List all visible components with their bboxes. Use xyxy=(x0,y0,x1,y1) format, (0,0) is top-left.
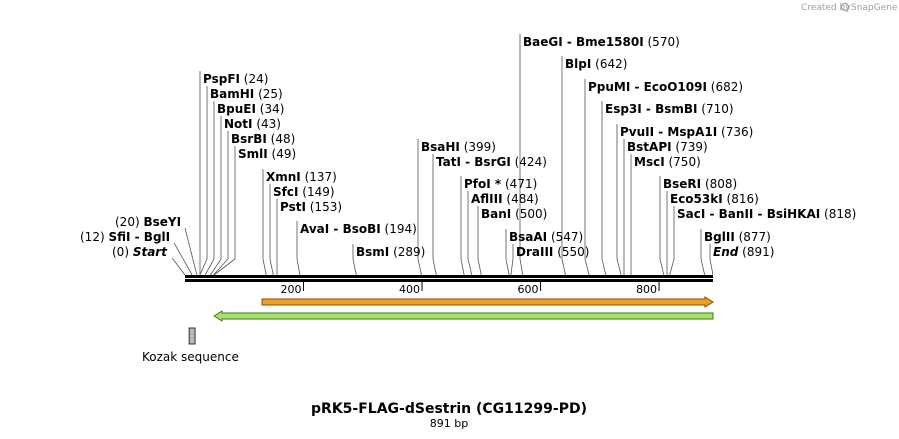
ruler-tick-label: 600 xyxy=(518,283,539,296)
site-label: (12) SfiI - BglI xyxy=(80,230,170,244)
site-label: SmlI (49) xyxy=(238,147,296,161)
site-leader-line xyxy=(584,79,590,276)
site-leader-lines xyxy=(171,34,714,276)
site-label: Esp3I - BsmBI (710) xyxy=(605,102,734,116)
site-leader-line xyxy=(204,101,215,276)
ruler-tick-label: 800 xyxy=(636,283,657,296)
site-leader-line xyxy=(210,116,222,276)
site-leader-line xyxy=(561,56,566,276)
site-leader-line xyxy=(173,242,193,276)
site-leader-line xyxy=(616,124,622,276)
site-label: BpuEI (34) xyxy=(217,102,284,116)
features xyxy=(188,296,714,345)
site-leader-line xyxy=(199,86,208,276)
ruler: 200 400 600 800 xyxy=(281,282,660,296)
ruler-tick-label: 200 xyxy=(281,283,302,296)
site-leader-line xyxy=(262,169,267,276)
site-label: (0) Start xyxy=(112,245,168,259)
site-leader-line xyxy=(269,184,274,276)
site-leader-line xyxy=(432,154,437,276)
site-label: BsaAI (547) xyxy=(509,230,583,244)
kozak-sequence-box[interactable] xyxy=(188,327,196,345)
site-label: TatI - BsrGI (424) xyxy=(436,155,547,169)
site-leader-line xyxy=(460,176,465,276)
site-leader-line xyxy=(477,206,482,276)
site-leader-line xyxy=(184,227,198,276)
kozak-sequence-label: Kozak sequence xyxy=(142,350,239,364)
orf-reverse-arrow[interactable] xyxy=(213,310,714,322)
sequence-backbone-top xyxy=(185,275,713,278)
site-leader-line xyxy=(213,146,236,276)
site-label: PfoI * (471) xyxy=(464,177,537,191)
snapgene-logo-icon xyxy=(840,2,850,12)
site-leader-line xyxy=(467,191,473,276)
site-label: BsmI (289) xyxy=(356,245,425,259)
sequence-backbone-bottom xyxy=(185,279,713,282)
site-label: BamHI (25) xyxy=(210,87,283,101)
site-label: PpuMI - EcoO109I (682) xyxy=(588,80,743,94)
site-leader-line xyxy=(659,176,665,276)
site-label: MscI (750) xyxy=(634,155,701,169)
site-label: PvuII - MspA1I (736) xyxy=(620,125,753,139)
site-leader-line xyxy=(213,131,229,276)
site-label: BanI (500) xyxy=(481,207,547,221)
site-leader-line xyxy=(669,206,675,276)
sequence-length: 891 bp xyxy=(430,417,468,430)
site-label: End (891) xyxy=(713,245,774,259)
map-title: pRK5-FLAG-dSestrin (CG11299-PD) xyxy=(311,401,587,417)
site-label: PstI (153) xyxy=(280,200,342,214)
site-leader-line xyxy=(296,221,301,276)
site-leader-line xyxy=(417,139,422,276)
site-label: AflIII (484) xyxy=(471,192,539,206)
site-label: Eco53kI (816) xyxy=(670,192,759,206)
site-label: SfcI (149) xyxy=(273,185,335,199)
site-label: BlpI (642) xyxy=(565,57,627,71)
site-label: BseRI (808) xyxy=(663,177,737,191)
site-labels: (0) Start(12) SfiI - BglI(20) BseYI PspFI… xyxy=(80,35,856,259)
ruler-tick-label: 400 xyxy=(399,283,420,296)
site-leader-line xyxy=(510,244,514,276)
snapgene-brand: SnapGene xyxy=(851,3,898,13)
site-label: NotI (43) xyxy=(224,117,281,131)
site-leader-line xyxy=(352,244,357,276)
site-label: PspFI (24) xyxy=(203,72,268,86)
site-label: BstAPI (739) xyxy=(627,140,708,154)
site-leader-line xyxy=(601,101,607,276)
site-label: BaeGI - Bme1580I (570) xyxy=(523,35,680,49)
site-label: SacI - BanII - BsiHKAI (818) xyxy=(677,207,856,221)
site-leader-line xyxy=(505,229,510,276)
site-label: XmnI (137) xyxy=(266,170,337,184)
site-leader-line xyxy=(709,244,714,276)
site-leader-line xyxy=(519,34,524,276)
site-label: BsrBI (48) xyxy=(231,132,295,146)
orf-forward-arrow[interactable] xyxy=(261,296,714,308)
site-leader-line xyxy=(171,257,186,276)
site-label: AvaI - BsoBI (194) xyxy=(300,222,417,236)
site-label: (20) BseYI xyxy=(115,215,181,229)
site-label: BglII (877) xyxy=(704,230,771,244)
site-leader-line xyxy=(700,229,706,276)
site-label: DraIII (550) xyxy=(516,245,589,259)
site-label: BsaHI (399) xyxy=(421,140,496,154)
created-by-text: Created by xyxy=(801,3,851,13)
